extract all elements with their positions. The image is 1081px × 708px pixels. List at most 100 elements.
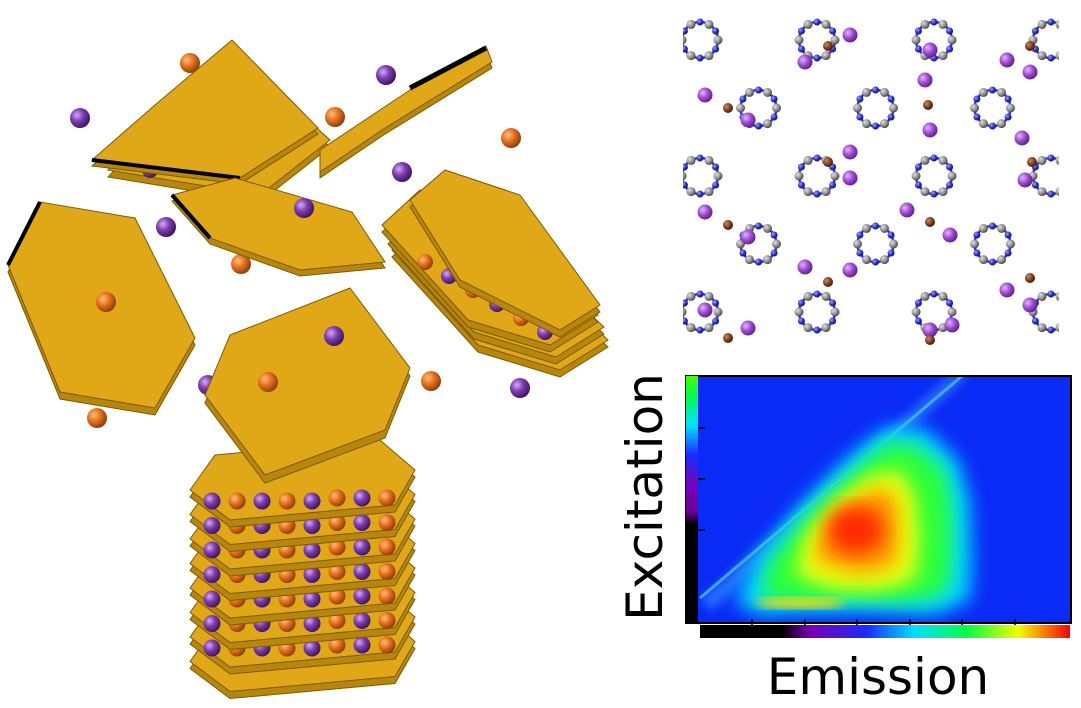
carbon-atom bbox=[655, 240, 664, 249]
carbon-atom bbox=[704, 19, 714, 29]
carbon-atom bbox=[794, 171, 804, 181]
bond-ring bbox=[856, 88, 895, 128]
carbon-atom bbox=[655, 104, 664, 113]
purple-ion bbox=[353, 587, 371, 605]
carbon-atom bbox=[1037, 51, 1047, 61]
nitrogen-atom bbox=[856, 249, 864, 257]
carbon-atom bbox=[803, 155, 813, 165]
carbon-atom bbox=[686, 291, 696, 301]
bond-ring bbox=[565, 158, 601, 194]
lattice-ring bbox=[683, 154, 723, 198]
nitrogen-atom bbox=[813, 290, 821, 298]
carbon-atom bbox=[853, 103, 862, 113]
lattice-ring bbox=[683, 290, 723, 334]
carbon-atom bbox=[597, 172, 606, 181]
orange-ion bbox=[501, 128, 521, 148]
nitrogen-atom bbox=[813, 54, 821, 62]
large-cation bbox=[842, 170, 858, 186]
carbon-atom bbox=[763, 223, 772, 233]
small-cation bbox=[823, 41, 833, 51]
carbon-atom bbox=[763, 360, 772, 369]
carbon-atom bbox=[704, 155, 714, 165]
nitrogen-atom bbox=[1063, 182, 1070, 189]
carbon-atom bbox=[911, 35, 921, 45]
y-axis-label: Excitation bbox=[616, 373, 674, 621]
purple-ion bbox=[303, 566, 321, 583]
large-cation bbox=[842, 262, 858, 278]
nitrogen-atom bbox=[930, 18, 938, 26]
nitrogen-atom bbox=[813, 18, 821, 26]
nitrogen-atom bbox=[755, 258, 762, 266]
large-cation bbox=[1014, 130, 1030, 146]
nitrogen-atom bbox=[712, 45, 720, 53]
crystal-lattice-panel bbox=[565, 18, 1074, 375]
carbon-atom bbox=[830, 35, 840, 45]
nitrogen-atom bbox=[856, 368, 863, 375]
nitrogen-atom bbox=[683, 317, 688, 325]
nitrogen-atom bbox=[1047, 18, 1055, 26]
carbon-atom bbox=[683, 35, 687, 45]
orange-ion bbox=[421, 371, 441, 391]
carbon-atom bbox=[889, 103, 898, 113]
orange-ion bbox=[325, 107, 345, 127]
orange-ion bbox=[231, 254, 251, 274]
carbon-atom bbox=[646, 119, 655, 128]
carbon-atom bbox=[1065, 36, 1074, 45]
tilted-top-sheet bbox=[204, 287, 411, 484]
carbon-atom bbox=[979, 119, 988, 129]
lattice-ring bbox=[794, 18, 840, 62]
carbon-atom bbox=[619, 104, 628, 113]
nitrogen-atom bbox=[683, 27, 688, 35]
nitrogen-atom bbox=[696, 154, 704, 162]
nitrogen-atom bbox=[872, 222, 879, 230]
carbon-atom bbox=[646, 255, 655, 264]
nitrogen-atom bbox=[755, 86, 762, 94]
carbon-atom bbox=[588, 51, 597, 60]
nitrogen-atom bbox=[872, 359, 879, 366]
large-cation bbox=[1017, 172, 1033, 188]
orange-ion bbox=[328, 514, 346, 531]
thin-sheet bbox=[319, 45, 493, 179]
sheet-top bbox=[409, 169, 601, 331]
nitrogen-atom bbox=[989, 122, 996, 130]
nitrogen-atom bbox=[771, 368, 778, 375]
nitrogen-atom bbox=[946, 181, 954, 189]
purple-ion bbox=[203, 541, 221, 559]
carbon-atom bbox=[628, 119, 637, 128]
carbon-atom bbox=[763, 119, 772, 129]
nitrogen-atom bbox=[770, 231, 778, 239]
nitrogen-atom bbox=[872, 122, 879, 130]
carbon-atom bbox=[853, 239, 862, 249]
purple-ion bbox=[353, 636, 371, 654]
bond-ring bbox=[914, 156, 954, 196]
nitrogen-atom bbox=[797, 45, 805, 53]
large-cation bbox=[999, 52, 1015, 68]
orange-ion bbox=[417, 254, 433, 270]
purple-ion bbox=[392, 162, 412, 182]
nitrogen-atom bbox=[813, 326, 821, 334]
lattice-ring bbox=[1028, 154, 1070, 198]
bond-ring bbox=[973, 224, 1012, 264]
large-cation bbox=[922, 42, 938, 58]
large-cation bbox=[740, 112, 756, 128]
large-cation bbox=[999, 282, 1015, 298]
bond-ring bbox=[1031, 20, 1059, 60]
nitrogen-atom bbox=[946, 45, 954, 53]
orange-ion bbox=[378, 612, 396, 629]
nitrogen-atom bbox=[914, 163, 922, 171]
colorbar-horizontal bbox=[700, 625, 1070, 638]
large-cation bbox=[697, 302, 713, 318]
nitrogen-atom bbox=[683, 299, 688, 307]
small-cation bbox=[723, 220, 733, 230]
colorbar-vertical-ticks bbox=[698, 427, 705, 531]
carbon-atom bbox=[821, 19, 831, 29]
nitrogen-atom bbox=[914, 181, 922, 189]
purple-ion bbox=[353, 538, 371, 556]
carbon-atom bbox=[997, 255, 1006, 265]
lattice-ring bbox=[970, 86, 1015, 130]
nitrogen-atom bbox=[696, 326, 704, 334]
carbon-atom bbox=[713, 171, 723, 181]
nanosheet-single-center bbox=[170, 177, 386, 277]
lattice-ring bbox=[970, 222, 1015, 266]
lattice-ring bbox=[853, 222, 898, 266]
